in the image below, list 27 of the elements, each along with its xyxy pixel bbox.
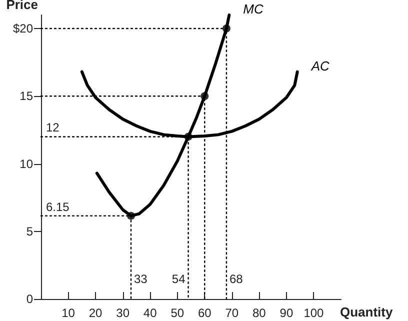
x-tick-label: 20 [88, 306, 103, 320]
y-tick-label: 0 [26, 292, 34, 306]
point [222, 24, 230, 33]
x-tick-label: 60 [198, 306, 212, 320]
x-tick-label: 30 [116, 306, 130, 320]
x-tick-label: 10 [62, 306, 76, 320]
x-tick-label: 100 [304, 306, 324, 320]
y-tick-label: 10 [20, 156, 34, 171]
series-label: AC [310, 58, 330, 74]
y-tick-label: 15 [20, 89, 34, 104]
annotation: 12 [46, 120, 60, 135]
point [200, 92, 209, 100]
y-tick-label: 5 [26, 224, 34, 238]
point [184, 132, 192, 141]
series-label: MC [243, 2, 264, 16]
annotation: 6.15 [46, 200, 70, 214]
annotation: 33 [134, 272, 148, 286]
x-tick-label: 40 [143, 306, 158, 320]
x-tick-label: 50 [170, 306, 184, 320]
x-axis-title: Quantity [340, 304, 394, 320]
point [127, 212, 135, 220]
x-tick-label: 80 [252, 306, 266, 320]
x-tick-label: 70 [225, 306, 239, 320]
annotation: 68 [229, 272, 244, 286]
y-tick-label: $20 [12, 22, 34, 36]
x-tick-label: 90 [280, 306, 294, 320]
annotation: 54 [172, 272, 186, 286]
